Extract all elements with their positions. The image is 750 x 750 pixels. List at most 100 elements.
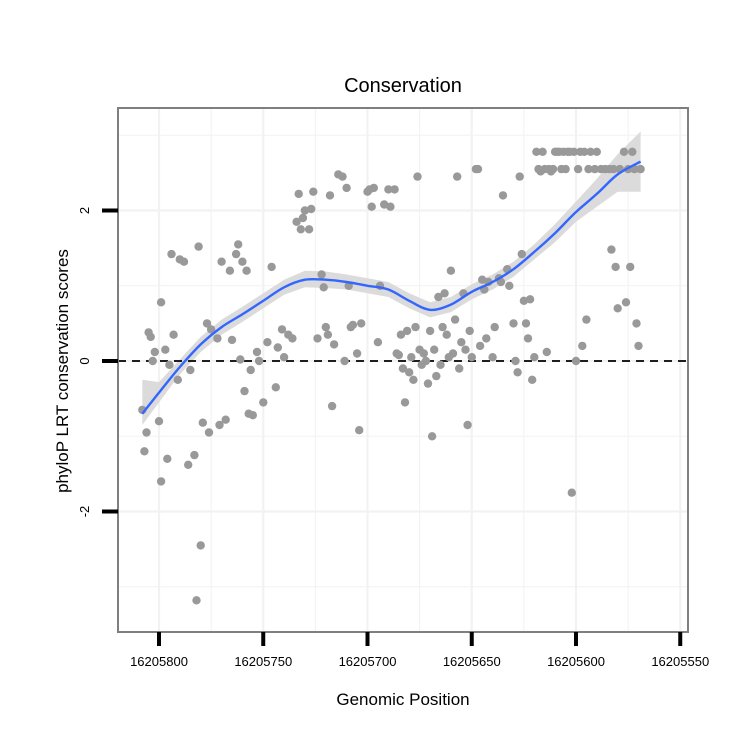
data-point: [432, 371, 441, 381]
data-point: [473, 164, 483, 174]
data-point: [196, 541, 205, 550]
data-point: [227, 335, 237, 345]
data-point: [338, 172, 347, 181]
data-point: [538, 147, 547, 156]
data-point: [192, 596, 201, 605]
confidence-ribbon: [142, 131, 641, 425]
data-point: [515, 172, 524, 181]
data-point: [438, 322, 447, 332]
data-point: [202, 319, 212, 328]
data-point: [190, 450, 199, 460]
data-point: [582, 315, 591, 324]
data-point: [442, 330, 451, 339]
data-point: [357, 319, 366, 328]
data-point: [384, 185, 393, 194]
data-point: [523, 334, 533, 343]
data-point: [425, 326, 435, 336]
data-point: [163, 454, 172, 463]
data-point: [430, 345, 439, 354]
data-point: [569, 147, 579, 156]
chart-title: Conservation: [344, 75, 462, 97]
data-point: [407, 353, 416, 362]
data-point: [634, 341, 643, 351]
x-tick-label: 16205650: [443, 654, 501, 669]
data-point: [271, 383, 280, 392]
data-point: [453, 172, 462, 181]
data-point: [461, 345, 470, 354]
data-point: [521, 319, 531, 328]
data-point: [300, 206, 310, 215]
data-point: [626, 262, 635, 272]
x-tick-label: 16205750: [234, 654, 292, 669]
data-point: [419, 349, 428, 358]
data-point: [413, 172, 422, 181]
data-point: [148, 356, 157, 366]
y-tick-label: 0: [77, 357, 92, 364]
data-point: [427, 432, 437, 441]
data-point: [490, 322, 499, 332]
data-point: [288, 334, 297, 343]
confidence-ribbon-layer: [142, 131, 641, 425]
data-point: [186, 365, 195, 375]
data-point: [394, 350, 403, 360]
data-point: [440, 289, 449, 298]
data-point: [446, 266, 456, 275]
data-point: [194, 242, 203, 251]
y-axis-label: phyloP LRT conservation scores: [53, 249, 72, 493]
data-point: [355, 426, 364, 435]
data-point: [279, 353, 289, 362]
data-point: [402, 326, 412, 336]
data-point: [248, 411, 257, 420]
data-point: [348, 320, 358, 330]
y-tick-label: 2: [77, 207, 92, 214]
data-point: [273, 343, 282, 352]
data-point: [165, 360, 174, 369]
data-point: [309, 187, 318, 196]
plot-panel-frame: [117, 107, 689, 633]
data-point: [367, 202, 376, 211]
data-point: [161, 345, 170, 354]
x-tick-label: 16205600: [547, 654, 605, 669]
data-point: [607, 245, 616, 254]
data-point: [369, 183, 378, 193]
data-point: [267, 262, 276, 272]
data-point: [217, 257, 226, 266]
data-point: [621, 298, 631, 307]
data-point: [154, 417, 164, 426]
data-point: [511, 356, 520, 366]
data-point: [240, 386, 249, 396]
data-point: [619, 147, 629, 156]
data-point: [455, 364, 464, 373]
data-point: [528, 375, 537, 384]
data-point: [398, 364, 408, 373]
data-point: [238, 257, 247, 266]
data-point: [146, 332, 155, 342]
data-point: [323, 330, 333, 339]
data-point: [448, 349, 458, 358]
data-point: [573, 164, 583, 174]
data-point: [532, 147, 541, 156]
data-point: [221, 415, 230, 424]
data-point: [423, 379, 433, 388]
data-point: [434, 292, 443, 302]
data-point: [513, 368, 522, 377]
data-point: [198, 418, 207, 427]
data-point: [613, 304, 622, 313]
data-point: [421, 356, 431, 366]
y-tick-label: -2: [77, 506, 92, 518]
data-point: [457, 338, 466, 347]
x-tick-label: 16205550: [651, 654, 709, 669]
axes-layer: 16205800 16205750 16205700 16205650 16205600…: [77, 207, 709, 669]
data-point: [259, 398, 268, 407]
data-point: [571, 356, 581, 366]
data-point: [142, 428, 151, 437]
data-point: [321, 322, 330, 332]
data-point: [590, 164, 599, 174]
data-point: [488, 353, 497, 362]
data-point: [231, 249, 241, 259]
data-point: [580, 147, 589, 156]
smooth-line-layer: [141, 160, 642, 415]
data-point: [150, 347, 159, 357]
x-tick-label: 16205800: [130, 654, 188, 669]
